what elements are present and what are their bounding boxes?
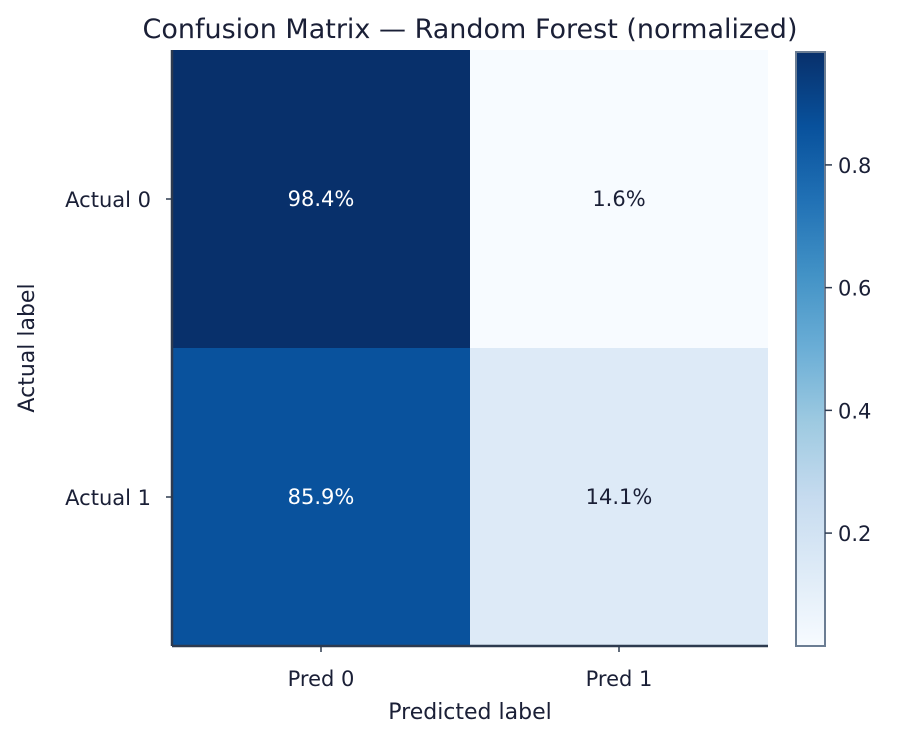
colorbar-tick-label: 0.2 — [838, 522, 871, 546]
colorbar-ticks: 0.2 0.4 0.6 0.8 — [825, 154, 871, 546]
x-tick-label: Pred 1 — [586, 667, 653, 691]
colorbar — [795, 51, 826, 647]
y-axis-label: Actual label — [15, 283, 40, 412]
cell-value-label: 14.1% — [586, 485, 653, 509]
cell-value-label: 85.9% — [288, 485, 355, 509]
x-axis-label: Predicted label — [388, 700, 551, 725]
heatmap-cell — [172, 50, 470, 348]
colorbar-tick-label: 0.4 — [838, 399, 871, 423]
heatmap-cell — [172, 348, 470, 646]
cell-value-label: 98.4% — [288, 187, 355, 211]
heatmap-cell — [470, 348, 768, 646]
axis-ticks: Pred 0 Pred 1 Actual 0 Actual 1 — [65, 188, 652, 691]
colorbar-tick-label: 0.6 — [838, 277, 871, 301]
cell-value-label: 1.6% — [592, 187, 645, 211]
y-tick-label: Actual 1 — [65, 486, 151, 510]
heatmap-cell — [470, 50, 768, 348]
y-tick-label: Actual 0 — [65, 188, 151, 212]
chart-title: Confusion Matrix — Random Forest (normal… — [143, 14, 798, 45]
x-tick-label: Pred 0 — [288, 667, 355, 691]
heatmap-cells: 98.4% 1.6% 85.9% 14.1% — [172, 50, 768, 646]
colorbar-tick-label: 0.8 — [838, 154, 871, 178]
